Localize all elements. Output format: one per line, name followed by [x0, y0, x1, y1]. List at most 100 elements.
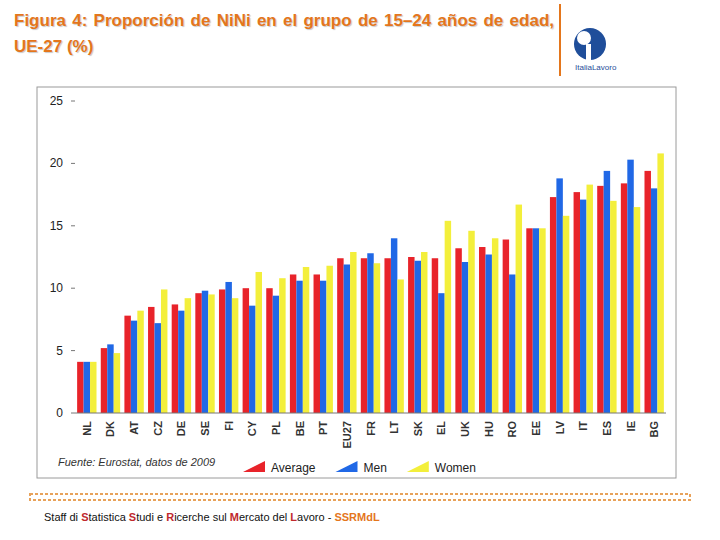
bar — [296, 281, 302, 413]
bar — [621, 183, 627, 413]
bar — [101, 348, 107, 413]
bar — [586, 185, 592, 413]
logo-text: ItaliaLavoro — [575, 63, 617, 72]
bar — [131, 321, 137, 413]
bar — [172, 304, 178, 413]
bar — [361, 258, 367, 413]
bar — [485, 255, 491, 413]
bar — [202, 291, 208, 413]
x-tick-label: CY — [246, 420, 258, 436]
bar — [90, 362, 96, 413]
x-tick-label: NL — [81, 421, 93, 436]
x-tick-label: IE — [625, 421, 637, 431]
bar — [350, 252, 356, 413]
bar — [415, 261, 421, 413]
bar — [391, 238, 397, 413]
bar — [455, 248, 461, 413]
bar — [468, 231, 474, 413]
x-tick-label: LT — [388, 421, 400, 434]
bar — [384, 258, 390, 413]
x-tick-label: DK — [104, 421, 116, 437]
title: Figura 4: Proporción de NiNi en el grupo… — [14, 8, 554, 60]
bar — [77, 362, 83, 413]
bar — [243, 288, 249, 413]
bar — [344, 264, 350, 413]
bar — [114, 353, 120, 413]
legend-label: Men — [363, 461, 386, 475]
x-tick-label: FI — [223, 421, 235, 431]
bar — [445, 221, 451, 413]
x-tick-label: AT — [128, 421, 140, 435]
y-tick — [71, 225, 75, 226]
bar — [279, 278, 285, 413]
bar — [574, 192, 580, 413]
y-tick-label: 0 — [56, 406, 63, 420]
y-tick — [71, 288, 75, 289]
bar — [516, 205, 522, 413]
bars — [77, 153, 664, 413]
x-tick-label: FR — [365, 421, 377, 436]
x-tick-label: SE — [199, 421, 211, 436]
y-tick-label: 15 — [50, 219, 64, 233]
x-tick-label: PL — [270, 421, 282, 435]
y-tick — [71, 101, 75, 102]
y-tick-label: 5 — [56, 344, 63, 358]
bar — [604, 171, 610, 413]
bar — [627, 160, 633, 413]
bar — [563, 216, 569, 413]
x-tick-label: RO — [506, 421, 518, 438]
bar — [408, 257, 414, 413]
bar — [84, 362, 90, 413]
bar — [320, 281, 326, 413]
y-tick-label: 25 — [50, 94, 64, 108]
bar — [185, 298, 191, 413]
x-tick-label: SK — [412, 421, 424, 436]
bar — [155, 323, 161, 413]
bar — [397, 279, 403, 413]
bar — [367, 253, 373, 413]
legend-swatch — [243, 461, 265, 472]
bar — [503, 240, 509, 413]
bar — [421, 252, 427, 413]
footer-text: Staff di Statistica Studi e Ricerche sul… — [44, 511, 380, 523]
footer-bar — [30, 494, 690, 500]
bar — [337, 258, 343, 413]
y-tick — [71, 163, 75, 164]
bar — [225, 282, 231, 413]
x-axis — [75, 413, 666, 414]
x-tick-label: BG — [648, 421, 660, 438]
bar — [219, 289, 225, 413]
bar — [161, 289, 167, 413]
bar — [479, 247, 485, 413]
x-tick-label: PT — [317, 421, 329, 435]
chart-frame — [37, 87, 676, 478]
bar — [634, 207, 640, 413]
y-tick-label: 10 — [50, 281, 64, 295]
legend-label: Average — [271, 461, 316, 475]
bar — [290, 274, 296, 413]
source-note: Fuente: Eurostat, datos de 2009 — [58, 456, 215, 468]
x-tick-label: ES — [601, 421, 613, 436]
bar — [249, 306, 255, 413]
bar — [610, 201, 616, 413]
bar — [509, 274, 515, 413]
bar — [539, 228, 545, 413]
logo-mark — [574, 28, 606, 60]
bar — [273, 296, 279, 413]
x-tick-label: HU — [483, 421, 495, 437]
bar — [374, 263, 380, 413]
x-tick-label: LV — [554, 420, 566, 434]
y-tick — [71, 413, 75, 414]
bar — [438, 293, 444, 413]
x-tick-label: UK — [459, 421, 471, 437]
bar — [107, 344, 113, 413]
y-tick-label: 20 — [50, 156, 64, 170]
bar — [208, 294, 214, 413]
bar — [556, 178, 562, 413]
x-tick-label: DE — [175, 421, 187, 436]
bar — [526, 228, 532, 413]
legend-label: Women — [435, 461, 476, 475]
bar — [657, 153, 663, 413]
separator — [559, 4, 561, 76]
x-tick-label: CZ — [152, 421, 164, 436]
